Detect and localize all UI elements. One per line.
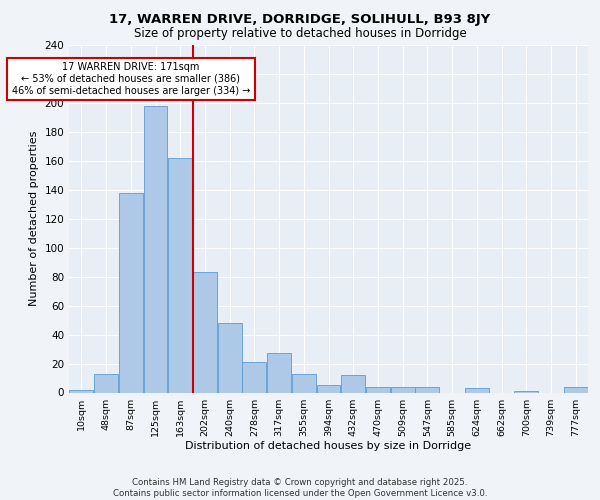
Bar [514, 391, 538, 392]
X-axis label: Distribution of detached houses by size in Dorridge: Distribution of detached houses by size … [185, 442, 472, 452]
Bar [415, 386, 439, 392]
Bar [94, 374, 118, 392]
Y-axis label: Number of detached properties: Number of detached properties [29, 131, 39, 306]
Text: 17, WARREN DRIVE, DORRIDGE, SOLIHULL, B93 8JY: 17, WARREN DRIVE, DORRIDGE, SOLIHULL, B9… [109, 12, 491, 26]
Bar [366, 386, 390, 392]
Bar [242, 362, 266, 392]
Text: Contains HM Land Registry data © Crown copyright and database right 2025.
Contai: Contains HM Land Registry data © Crown c… [113, 478, 487, 498]
Bar [143, 106, 167, 393]
Bar [465, 388, 489, 392]
Bar [341, 375, 365, 392]
Bar [119, 192, 143, 392]
Bar [292, 374, 316, 392]
Text: 17 WARREN DRIVE: 171sqm
← 53% of detached houses are smaller (386)
46% of semi-d: 17 WARREN DRIVE: 171sqm ← 53% of detache… [11, 62, 250, 96]
Bar [193, 272, 217, 392]
Bar [70, 390, 94, 392]
Bar [168, 158, 192, 392]
Bar [267, 354, 291, 393]
Bar [317, 386, 340, 392]
Bar [391, 386, 415, 392]
Text: Size of property relative to detached houses in Dorridge: Size of property relative to detached ho… [134, 28, 466, 40]
Bar [563, 386, 587, 392]
Bar [218, 323, 242, 392]
